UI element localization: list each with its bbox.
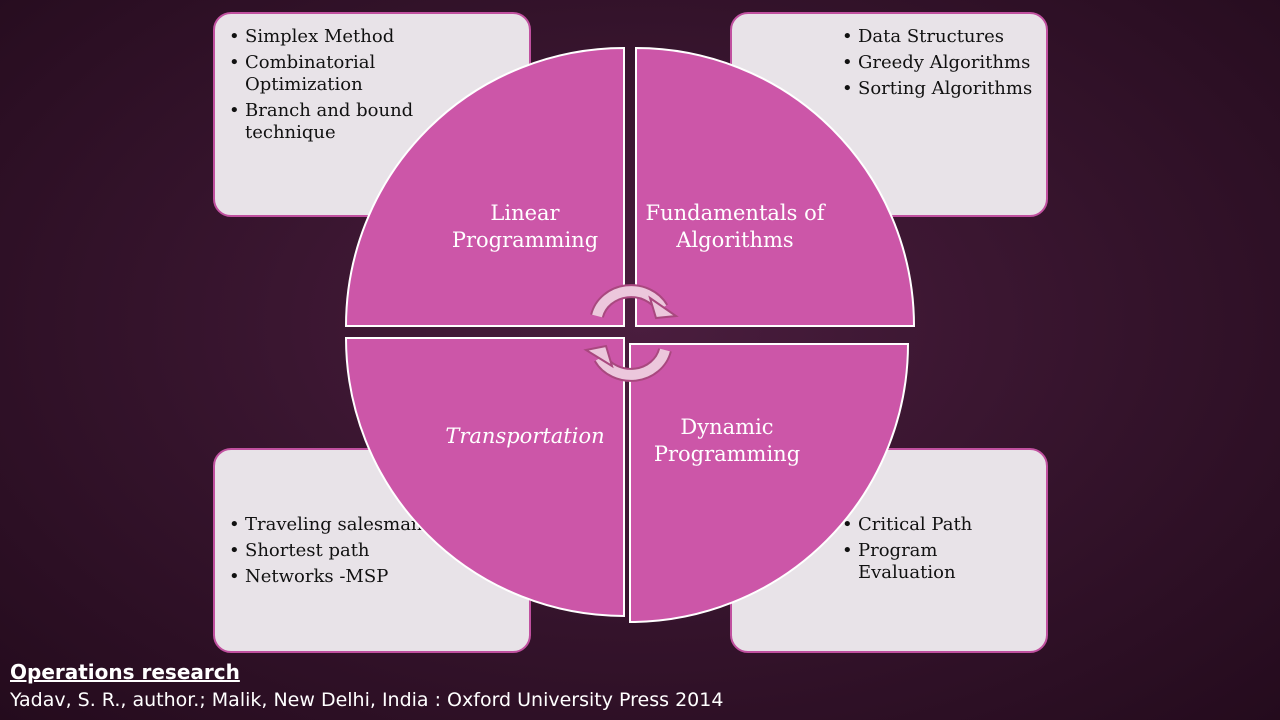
list-item: Shortest path [225,540,425,562]
algorithms-topic-list: Data Structures Greedy Algorithms Sortin… [838,26,1038,104]
citation-text: Yadav, S. R., author.; Malik, New Delhi,… [10,689,724,711]
list-item: Networks -MSP [225,566,425,588]
fundamentals-of-algorithms-label: Fundamentals of Algorithms [645,201,825,252]
list-item: Combinatorial Optimization [225,52,425,96]
cycle-arrow-bottom-icon [583,344,672,382]
transportation-label: Transportation [445,424,605,448]
list-item: Greedy Algorithms [838,52,1038,74]
list-item: Data Structures [838,26,1038,48]
list-item: Sorting Algorithms [838,78,1038,100]
dynamic-programming-label: Dynamic Programming [653,415,801,466]
segment-linear-programming [344,46,625,327]
segment-transportation [344,337,625,618]
linear-programming-topic-list: Simplex Method Combinatorial Optimizatio… [225,26,425,148]
transportation-topic-list: Traveling salesman Shortest path Network… [225,514,425,592]
citation: Operations research Yadav, S. R., author… [10,658,723,714]
list-item: Program Evaluation [838,540,1038,584]
list-item: Critical Path [838,514,1038,536]
segment-fundamentals-of-algorithms [635,46,916,327]
dynamic-programming-topic-list: Critical Path Program Evaluation [838,514,1038,588]
list-item: Simplex Method [225,26,425,48]
list-item: Traveling salesman [225,514,425,536]
segment-dynamic-programming [629,343,910,624]
citation-title: Operations research [10,660,240,684]
cycle-arrow-top-icon [590,284,679,320]
linear-programming-label: Linear Programming [451,201,599,252]
list-item: Branch and bound technique [225,100,425,144]
